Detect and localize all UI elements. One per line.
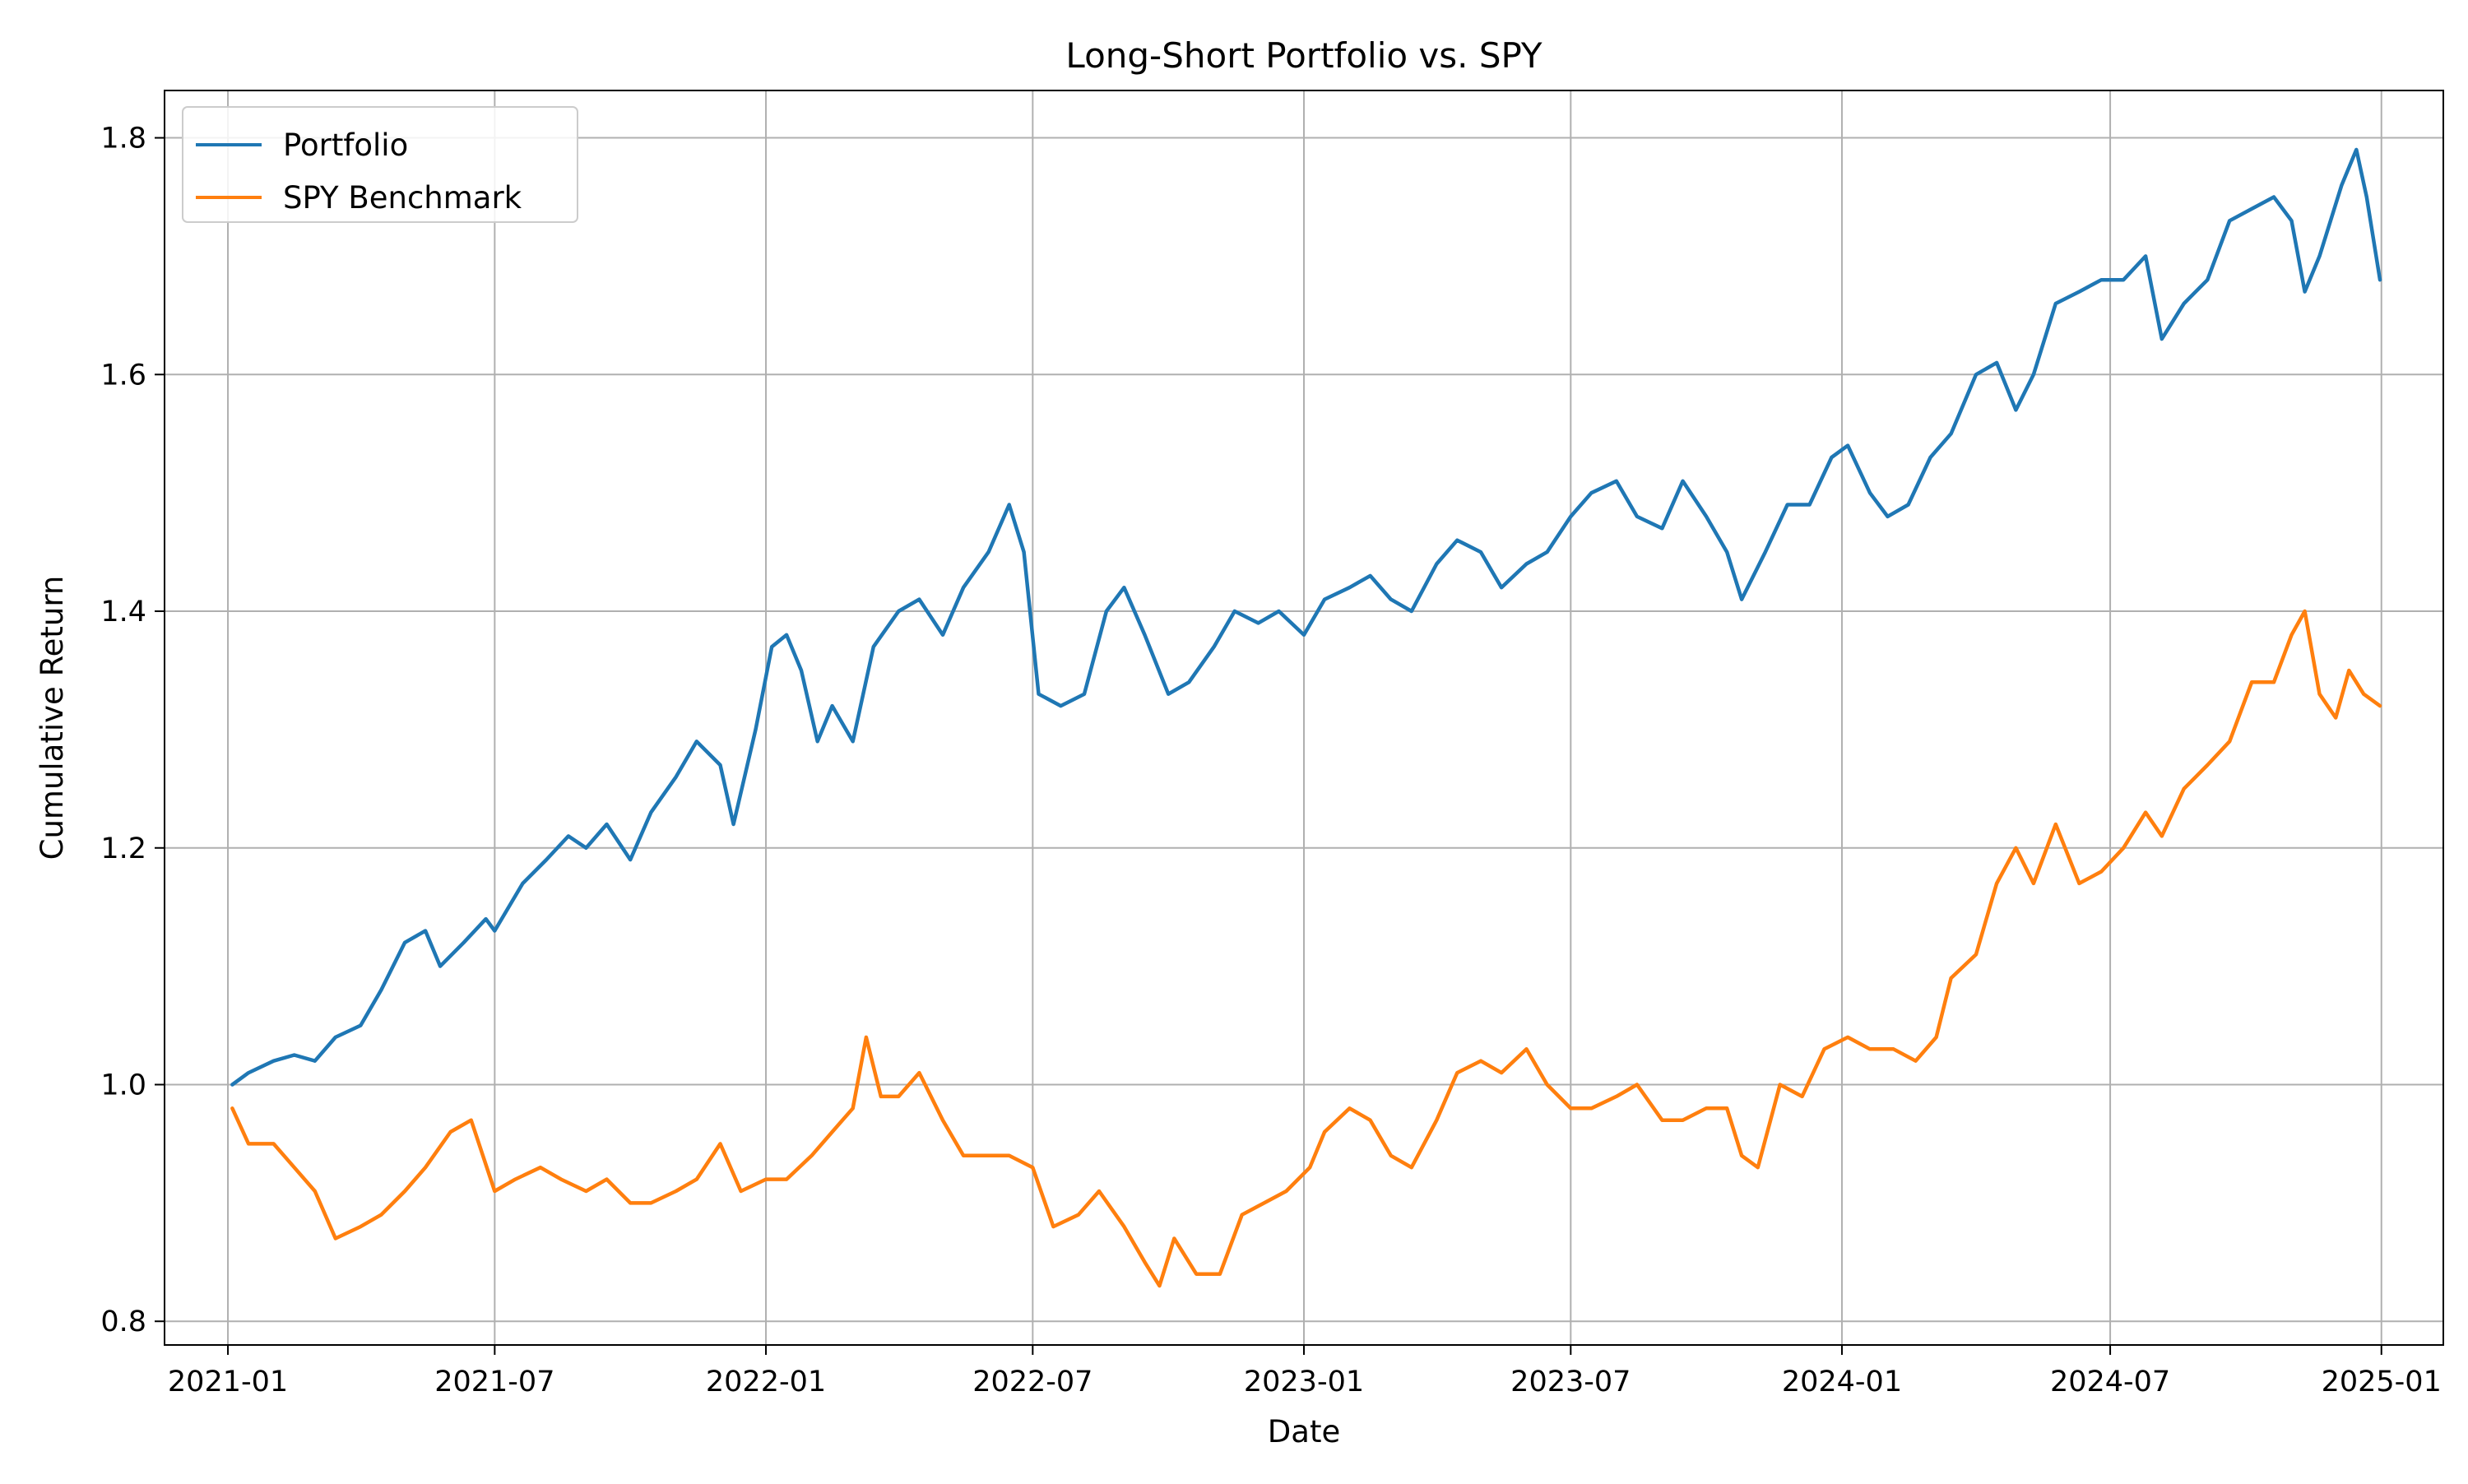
- legend-label-spy-benchmark: SPY Benchmark: [283, 180, 522, 216]
- grid-layer: [165, 90, 2443, 1345]
- legend: Portfolio SPY Benchmark: [182, 106, 578, 223]
- chart-title: Long-Short Portfolio vs. SPY: [1065, 35, 1542, 76]
- y-tick-label: 1.2: [100, 832, 146, 865]
- x-tick-label: 2023-01: [1244, 1366, 1364, 1398]
- series-line-spy-benchmark: [230, 609, 2382, 1288]
- x-tick-label: 2022-01: [706, 1366, 826, 1398]
- x-tick-label: 2024-01: [1782, 1366, 1902, 1398]
- x-tick-label: 2025-01: [2322, 1366, 2442, 1398]
- x-tick-label: 2023-07: [1510, 1366, 1631, 1398]
- x-tick-label: 2021-07: [434, 1366, 554, 1398]
- y-axis-ticks: 0.8 1.0 1.2 1.4 1.6 1.8: [100, 123, 165, 1338]
- y-tick-label: 1.0: [100, 1069, 146, 1101]
- y-tick-label: 0.8: [100, 1305, 146, 1338]
- y-axis-label: Cumulative Return: [35, 576, 70, 860]
- legend-label-portfolio: Portfolio: [283, 128, 408, 163]
- x-tick-label: 2022-07: [972, 1366, 1093, 1398]
- y-tick-label: 1.8: [100, 123, 146, 155]
- series-layer: [230, 147, 2382, 1288]
- x-tick-label: 2024-07: [2050, 1366, 2170, 1398]
- x-axis-label: Date: [1268, 1414, 1340, 1449]
- x-axis-ticks: 2021-01 2021-07 2022-01 2022-07 2023-01 2023-…: [168, 1345, 2442, 1398]
- legend-box: [182, 106, 578, 223]
- y-tick-label: 1.4: [100, 596, 146, 628]
- series-line-portfolio: [230, 147, 2382, 1087]
- y-tick-label: 1.6: [100, 359, 146, 392]
- x-tick-label: 2021-01: [168, 1366, 288, 1398]
